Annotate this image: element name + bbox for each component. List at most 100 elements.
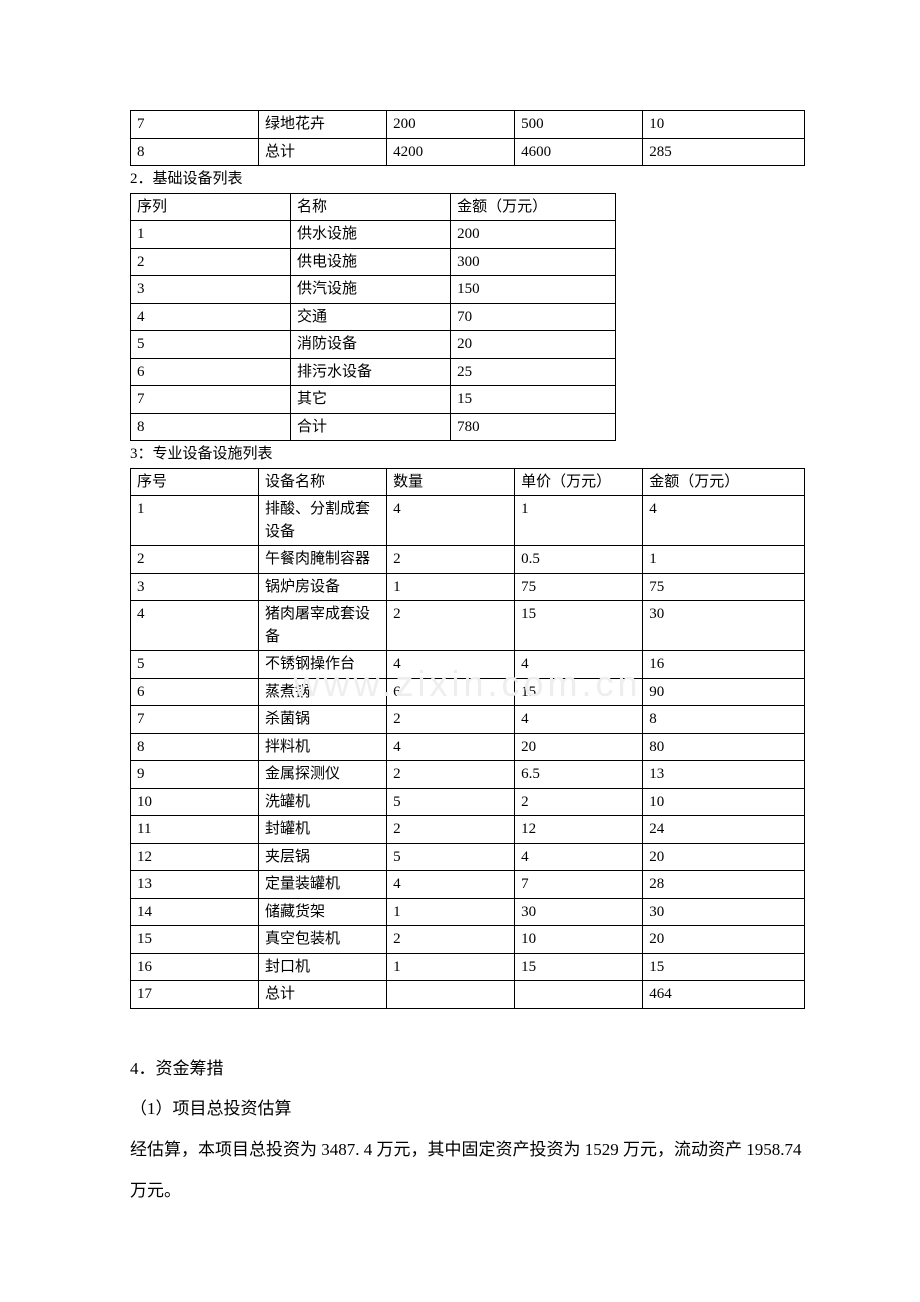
cell: 锅炉房设备 (259, 573, 387, 601)
cell: 20 (643, 843, 805, 871)
cell: 4 (515, 706, 643, 734)
header-cell: 金额（万元） (643, 468, 805, 496)
cell: 2 (387, 546, 515, 574)
cell: 2 (515, 788, 643, 816)
cell: 交通 (291, 303, 451, 331)
header-cell: 名称 (291, 193, 451, 221)
cell: 杀菌锅 (259, 706, 387, 734)
cell: 4200 (387, 138, 515, 166)
cell: 6.5 (515, 761, 643, 789)
table-row: 12夹层锅5420 (131, 843, 805, 871)
table-row: 7其它15 (131, 386, 616, 414)
cell (515, 981, 643, 1009)
cell: 1 (387, 573, 515, 601)
table-row: 5消防设备20 (131, 331, 616, 359)
cell: 储藏货架 (259, 898, 387, 926)
cell: 10 (643, 111, 805, 139)
cell: 30 (643, 601, 805, 651)
paragraph: 经估算，本项目总投资为 3487. 4 万元，其中固定资产投资为 1529 万元… (130, 1130, 805, 1212)
header-cell: 序号 (131, 468, 259, 496)
cell: 4600 (515, 138, 643, 166)
cell: 285 (643, 138, 805, 166)
cell: 6 (131, 678, 259, 706)
cell: 7 (515, 871, 643, 899)
cell: 夹层锅 (259, 843, 387, 871)
cell: 供电设施 (291, 248, 451, 276)
cell: 4 (387, 496, 515, 546)
header-cell: 数量 (387, 468, 515, 496)
cell: 1 (515, 496, 643, 546)
cell: 25 (451, 358, 616, 386)
cell: 10 (131, 788, 259, 816)
cell: 3 (131, 573, 259, 601)
table-row: 4交通70 (131, 303, 616, 331)
table-row: 14储藏货架13030 (131, 898, 805, 926)
table-row: 1供水设施200 (131, 221, 616, 249)
table-row: 16封口机11515 (131, 953, 805, 981)
cell: 20 (515, 733, 643, 761)
table-row: 2午餐肉腌制容器20.51 (131, 546, 805, 574)
table-row: 8拌料机42080 (131, 733, 805, 761)
cell: 5 (131, 651, 259, 679)
cell: 午餐肉腌制容器 (259, 546, 387, 574)
table2-caption: 2．基础设备列表 (130, 168, 805, 191)
cell: 4 (131, 303, 291, 331)
cell: 7 (131, 111, 259, 139)
cell: 200 (451, 221, 616, 249)
cell: 8 (131, 138, 259, 166)
cell: 75 (515, 573, 643, 601)
cell: 5 (131, 331, 291, 359)
cell: 20 (643, 926, 805, 954)
cell: 金属探测仪 (259, 761, 387, 789)
cell: 1 (387, 898, 515, 926)
cell: 500 (515, 111, 643, 139)
cell: 150 (451, 276, 616, 304)
cell: 8 (131, 733, 259, 761)
cell: 80 (643, 733, 805, 761)
table-row: 11封罐机21224 (131, 816, 805, 844)
cell: 5 (387, 843, 515, 871)
cell: 封罐机 (259, 816, 387, 844)
watermark-text: www.zixin.com.cn (293, 663, 641, 705)
table-row: 3锅炉房设备17575 (131, 573, 805, 601)
cell: 10 (515, 926, 643, 954)
cell: 绿地花卉 (259, 111, 387, 139)
cell: 7 (131, 386, 291, 414)
table-pro-equipment: 序号 设备名称 数量 单价（万元） 金额（万元） 1排酸、分割成套设备414 2… (130, 468, 805, 1009)
cell: 12 (131, 843, 259, 871)
cell: 供汽设施 (291, 276, 451, 304)
section-heading: 4．资金筹措 (130, 1049, 805, 1090)
cell: 24 (643, 816, 805, 844)
table-row: 1排酸、分割成套设备414 (131, 496, 805, 546)
cell: 12 (515, 816, 643, 844)
cell: 4 (515, 843, 643, 871)
cell: 4 (387, 733, 515, 761)
cell: 28 (643, 871, 805, 899)
cell: 15 (515, 953, 643, 981)
cell (387, 981, 515, 1009)
table-row: 8合计780 (131, 413, 616, 441)
cell: 15 (451, 386, 616, 414)
cell: 14 (131, 898, 259, 926)
cell: 16 (131, 953, 259, 981)
table-row: 2供电设施300 (131, 248, 616, 276)
cell: 9 (131, 761, 259, 789)
cell: 2 (387, 761, 515, 789)
table-row: 4猪肉屠宰成套设备21530 (131, 601, 805, 651)
cell: 17 (131, 981, 259, 1009)
table-row: 17总计464 (131, 981, 805, 1009)
cell: 总计 (259, 138, 387, 166)
cell: 洗罐机 (259, 788, 387, 816)
cell: 其它 (291, 386, 451, 414)
cell: 200 (387, 111, 515, 139)
cell: 封口机 (259, 953, 387, 981)
cell: 4 (131, 601, 259, 651)
cell: 10 (643, 788, 805, 816)
cell: 4 (643, 496, 805, 546)
table-header-row: 序号 设备名称 数量 单价（万元） 金额（万元） (131, 468, 805, 496)
cell: 70 (451, 303, 616, 331)
cell: 2 (131, 546, 259, 574)
table-header-row: 序列 名称 金额（万元） (131, 193, 616, 221)
cell: 3 (131, 276, 291, 304)
cell: 1 (131, 221, 291, 249)
